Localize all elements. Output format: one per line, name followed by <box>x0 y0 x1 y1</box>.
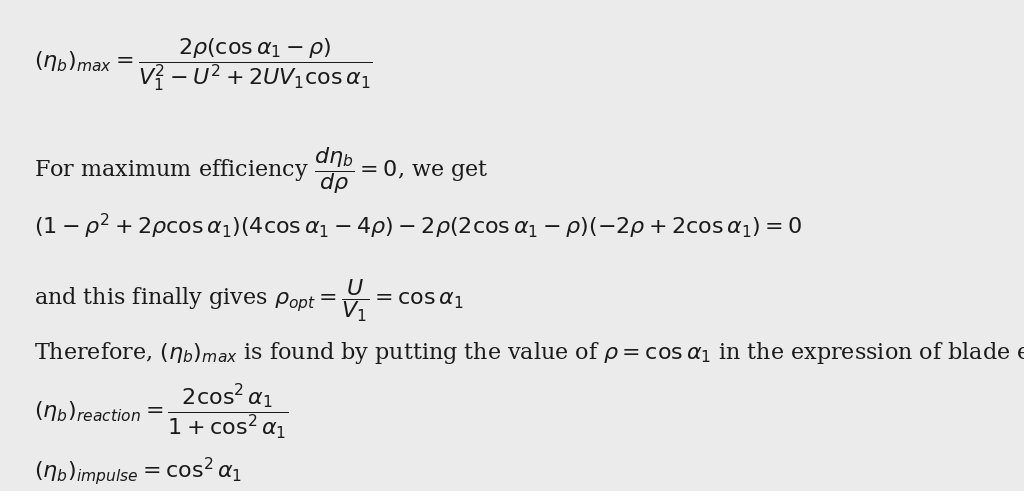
Text: Therefore, $(\eta_b)_{max}$ is found by putting the value of $\rho = \cos\alpha_: Therefore, $(\eta_b)_{max}$ is found by … <box>34 340 1024 366</box>
Text: $(1 - \rho^2 + 2\rho\cos\alpha_1)(4\cos\alpha_1 - 4\rho) - 2\rho(2\cos\alpha_1 -: $(1 - \rho^2 + 2\rho\cos\alpha_1)(4\cos\… <box>34 212 803 241</box>
Text: $(\eta_b)_{reaction} = \dfrac{2\cos^2\alpha_1}{1 + \cos^2\alpha_1}$: $(\eta_b)_{reaction} = \dfrac{2\cos^2\al… <box>34 382 289 440</box>
Text: $(\eta_b)_{impulse} = \cos^2\alpha_1$: $(\eta_b)_{impulse} = \cos^2\alpha_1$ <box>34 455 243 487</box>
Text: $(\eta_b)_{max} = \dfrac{2\rho(\cos\alpha_1 - \rho)}{V_1^2 - U^2 + 2UV_1\cos\alp: $(\eta_b)_{max} = \dfrac{2\rho(\cos\alph… <box>34 36 373 93</box>
Text: and this finally gives $\rho_{opt} = \dfrac{U}{V_1} = \cos\alpha_1$: and this finally gives $\rho_{opt} = \df… <box>34 277 464 324</box>
Text: For maximum efficiency $\dfrac{d\eta_b}{d\rho} = 0$, we get: For maximum efficiency $\dfrac{d\eta_b}{… <box>34 145 488 196</box>
